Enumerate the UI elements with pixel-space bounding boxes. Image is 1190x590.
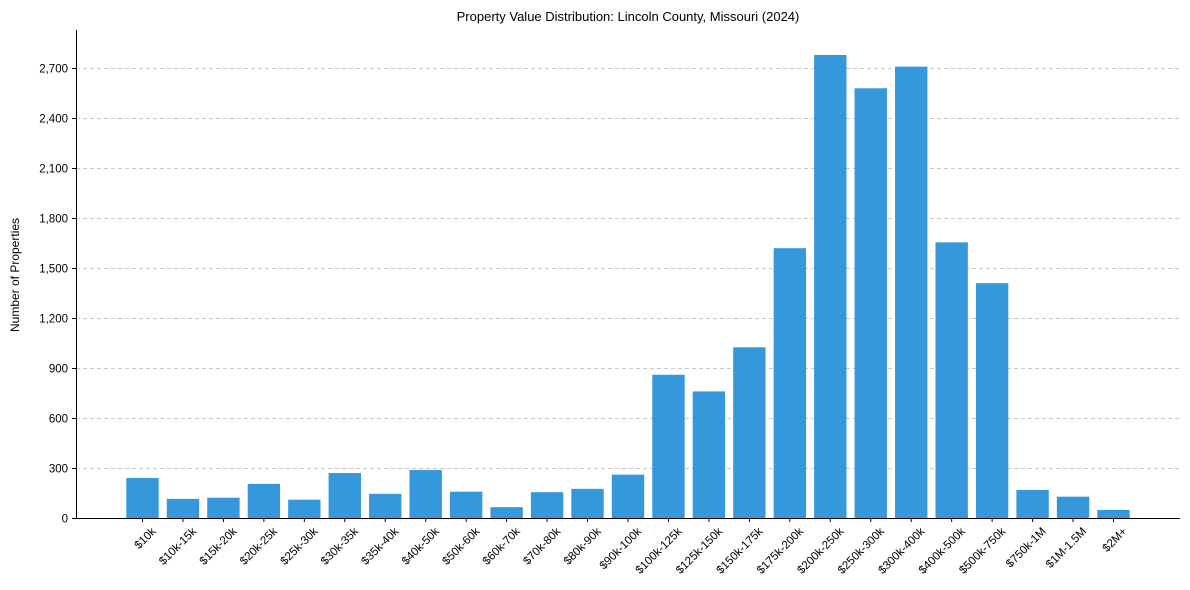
bar — [935, 242, 968, 518]
x-ticks: $10k$10k-15k$15k-20k$20k-25k$25k-30k$30k… — [133, 518, 1130, 577]
bar — [854, 88, 887, 518]
y-tick-label: 2,100 — [39, 164, 68, 176]
bar — [409, 470, 442, 518]
bar — [490, 507, 523, 518]
x-tick-label: $40k-50k — [400, 525, 442, 567]
bar — [369, 493, 402, 518]
y-tick-label: 0 — [62, 514, 68, 526]
y-tick-label: 2,700 — [39, 64, 68, 76]
y-axis-label: Number of Properties — [8, 218, 22, 332]
bar — [207, 497, 240, 518]
bar — [328, 473, 361, 518]
bar — [652, 374, 685, 518]
x-tick-label: $50k-60k — [440, 525, 482, 567]
y-tick-label: 1,800 — [39, 214, 68, 226]
x-tick-label: $60k-70k — [481, 525, 523, 567]
gridlines — [76, 68, 1180, 469]
y-tick-label: 1,200 — [39, 314, 68, 326]
x-tick-label: $35k-40k — [359, 525, 401, 567]
bar — [692, 391, 726, 518]
x-tick-label: $10k — [133, 525, 159, 551]
y-tick-label: 1,500 — [39, 264, 68, 276]
bar — [733, 347, 766, 518]
y-tick-label: 2,400 — [39, 114, 68, 126]
x-tick-label: $750k-1M — [1004, 526, 1049, 571]
bars — [126, 54, 1130, 518]
x-tick-label: $70k-80k — [521, 525, 563, 567]
y-tick-label: 900 — [49, 364, 68, 376]
y-ticks: 0 300 600 900 1,200 1,500 1,800 2,100 2,400 2,700 — [39, 64, 76, 526]
x-tick-label: $10k-15k — [157, 525, 199, 567]
bar — [247, 483, 281, 518]
bar — [126, 478, 159, 518]
x-tick-label: $30k-35k — [319, 525, 361, 567]
bar — [1056, 496, 1090, 518]
x-tick-label: $20k-25k — [238, 525, 280, 567]
bar — [814, 54, 847, 518]
bar — [611, 474, 645, 518]
bar — [1016, 490, 1049, 518]
bar — [975, 283, 1009, 518]
bar — [449, 491, 483, 518]
bar — [895, 66, 928, 518]
bar — [288, 499, 321, 518]
x-tick-label: $15k-20k — [198, 525, 240, 567]
x-tick-label: $80k-90k — [562, 525, 604, 567]
x-tick-label: $25k-30k — [279, 525, 321, 567]
x-tick-label: $2M+ — [1101, 525, 1130, 554]
chart-title: Property Value Distribution: Lincoln Cou… — [457, 9, 800, 24]
x-tick-label: $1M-1.5M — [1044, 526, 1089, 571]
bar — [773, 248, 807, 518]
bar — [530, 492, 564, 518]
bar — [166, 498, 200, 518]
y-tick-label: 300 — [49, 464, 68, 476]
bar — [571, 488, 604, 518]
bar — [1097, 510, 1130, 518]
y-tick-label: 600 — [49, 414, 68, 426]
